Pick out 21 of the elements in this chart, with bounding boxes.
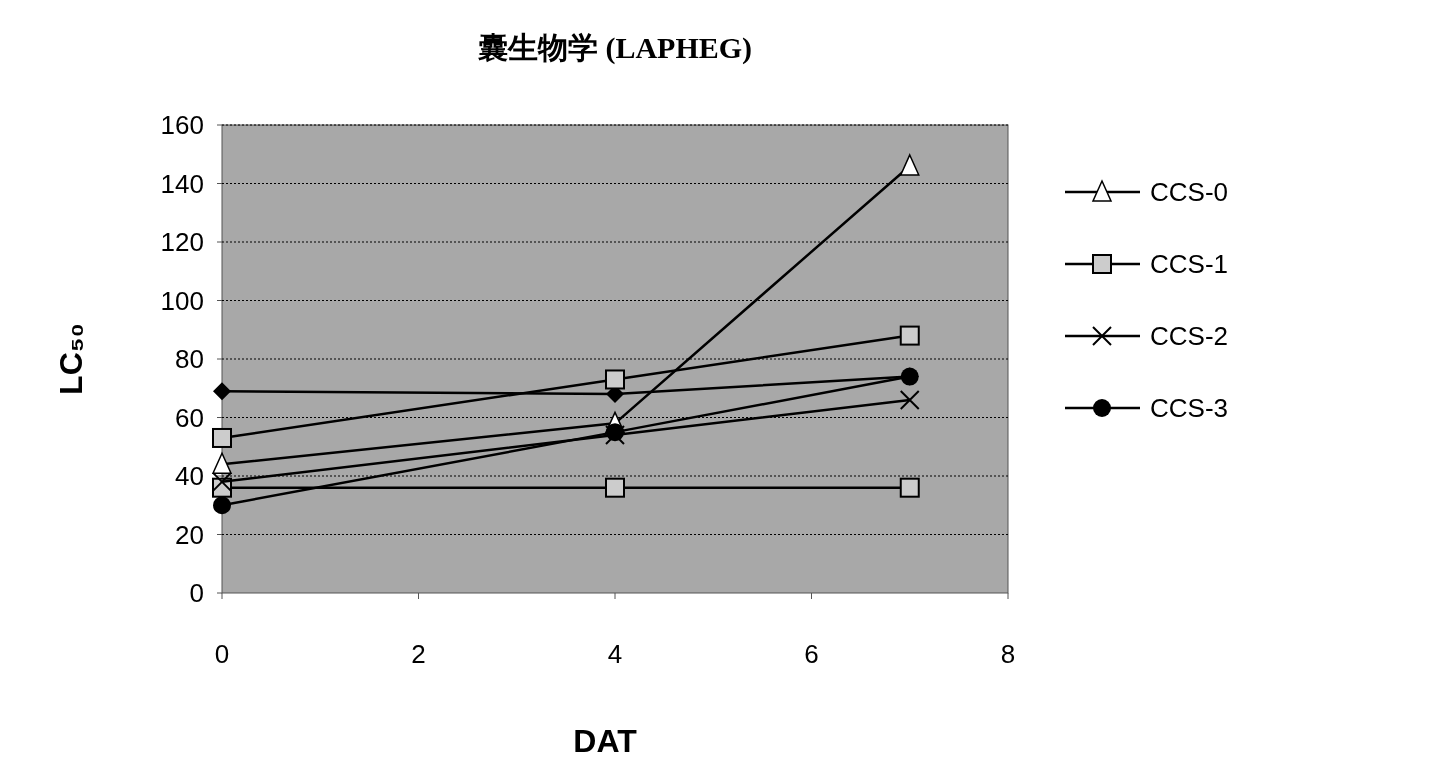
legend-label: CCS-3 bbox=[1150, 393, 1229, 423]
y-tick-label: 40 bbox=[175, 461, 204, 491]
y-tick-label: 100 bbox=[160, 285, 204, 316]
x-tick-label: 2 bbox=[411, 639, 426, 669]
y-axis-title: LC₅₀ bbox=[53, 323, 89, 395]
x-tick-label: 8 bbox=[1000, 639, 1016, 669]
x-tick-label: 4 bbox=[607, 639, 623, 669]
legend-label: CCS-2 bbox=[1150, 321, 1229, 351]
x-tick-label: 0 bbox=[214, 639, 230, 669]
y-tick-label: 160 bbox=[160, 110, 204, 140]
y-tick-label: 140 bbox=[160, 168, 204, 199]
y-tick-label: 120 bbox=[160, 227, 204, 257]
chart-title: 囊生物学 (LAPHEG) bbox=[477, 31, 753, 65]
x-tick-label: 6 bbox=[804, 639, 819, 669]
x-axis-title: DAT bbox=[573, 723, 638, 759]
y-tick-label: 60 bbox=[175, 402, 204, 433]
legend-label: CCS-1 bbox=[1150, 249, 1229, 279]
y-tick-label: 80 bbox=[175, 344, 204, 374]
y-tick-label: 0 bbox=[189, 578, 204, 608]
y-tick-label: 20 bbox=[175, 519, 204, 550]
legend-label: CCS-0 bbox=[1150, 177, 1229, 207]
